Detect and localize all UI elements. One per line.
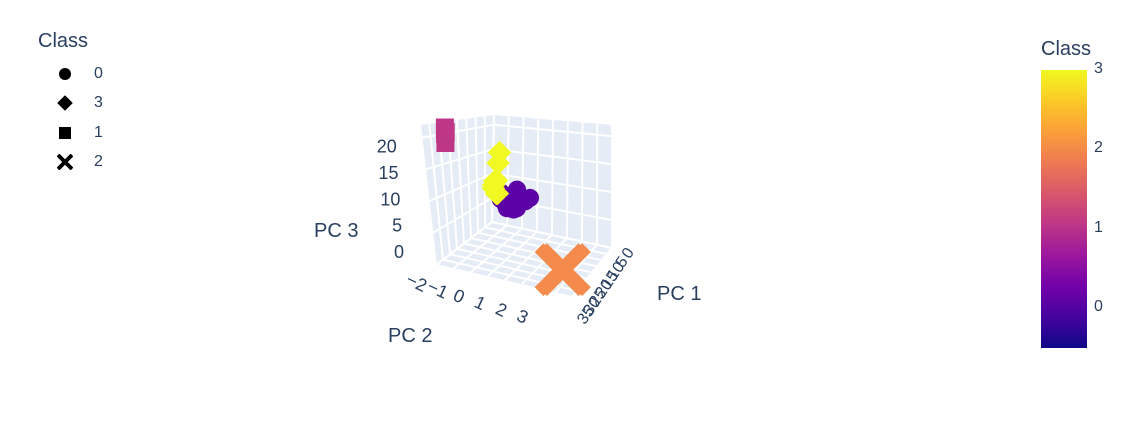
diamond-marker-icon: [38, 93, 94, 113]
grid-line: [456, 119, 465, 244]
colorbar-tick-label: 1: [1094, 218, 1103, 236]
y-tick-label: 0: [450, 285, 468, 307]
data-point-class-2: [538, 243, 591, 297]
legend: Class 0 3 1 2: [38, 30, 103, 177]
data-point-class-3: [486, 151, 510, 175]
z-axis-title: PC 3: [314, 220, 358, 242]
legend-item-label: 0: [94, 64, 103, 82]
colorbar-title: Class: [1041, 38, 1092, 60]
x-marker-icon: [38, 152, 94, 172]
grid-line: [566, 121, 569, 239]
legend-item-label: 1: [94, 123, 103, 141]
grid-line: [465, 118, 472, 239]
grid-line: [581, 122, 584, 242]
colorbar-tick-label: 2: [1094, 139, 1103, 157]
grid-line: [520, 237, 568, 286]
y-axis-title: PC 2: [388, 325, 432, 347]
z-tick-label: 5: [392, 216, 402, 236]
legend-item[interactable]: 1: [38, 118, 103, 148]
legend-item[interactable]: 3: [38, 89, 103, 119]
x-axis-title: PC 1: [657, 283, 701, 305]
data-point-class-3: [485, 181, 510, 206]
z-tick-label: 20: [377, 137, 397, 157]
grid-line: [551, 119, 554, 236]
colorbar: [1041, 70, 1087, 348]
z-tick-label: 15: [379, 163, 399, 183]
grid-line: [536, 118, 540, 232]
square-marker-icon: [38, 123, 94, 143]
grid-line: [419, 124, 437, 266]
y-tick-label: 3: [514, 305, 532, 327]
colorbar-tick-label: 0: [1094, 298, 1103, 316]
data-point-class-3: [484, 168, 509, 193]
legend-item[interactable]: 0: [38, 59, 103, 89]
grid-line: [474, 117, 479, 233]
data-point-class-0: [521, 188, 540, 207]
data-point-class-1: [436, 123, 455, 142]
y-tick-label: 1: [471, 292, 489, 314]
grid-line: [435, 220, 613, 266]
legend-item-label: 2: [94, 153, 103, 171]
legend-title: Class: [38, 30, 89, 52]
data-point-class-3: [487, 140, 512, 165]
z-tick-label: 10: [380, 189, 400, 209]
grid-line: [503, 234, 553, 282]
legend-item-label: 3: [94, 94, 103, 112]
z-tick-label: 0: [394, 242, 404, 262]
circle-marker-icon: [38, 64, 94, 84]
legend-item[interactable]: 2: [38, 148, 103, 178]
colorbar-tick-label: 3: [1094, 60, 1103, 77]
y-tick-label: 2: [493, 299, 511, 321]
data-point-class-0: [508, 180, 527, 199]
grid-line: [428, 123, 444, 260]
